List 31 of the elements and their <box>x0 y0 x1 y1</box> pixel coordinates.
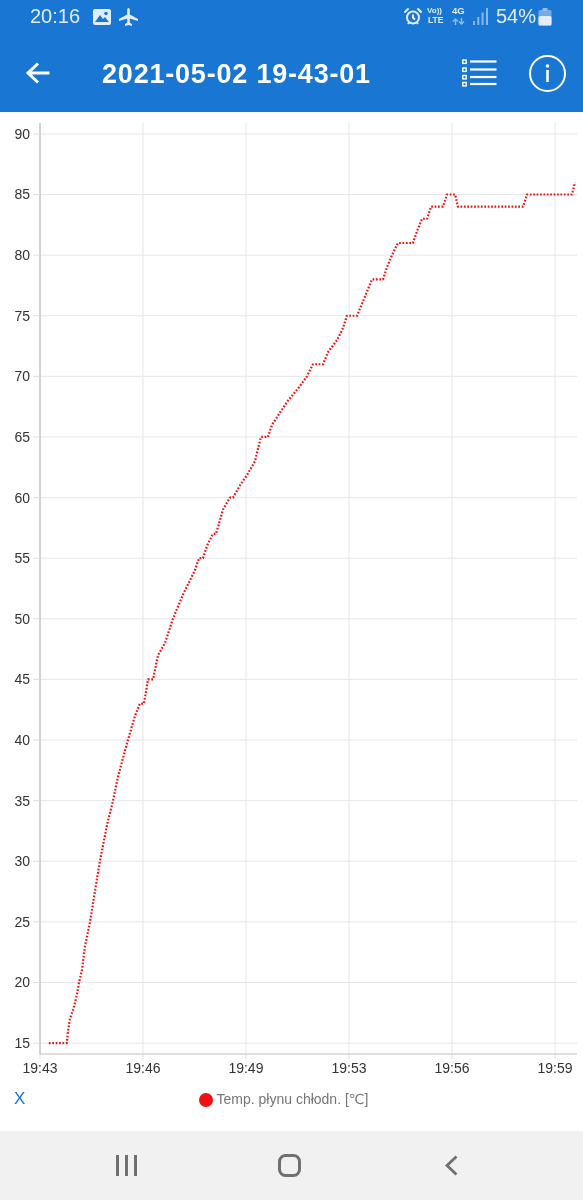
y-tick-label: 40 <box>14 732 31 748</box>
x-tick-label: 19:49 <box>228 1059 264 1076</box>
y-tick-label: 20 <box>14 974 31 991</box>
chart-title: 2021-05-02 19-43-01 <box>102 58 371 90</box>
legend-label: Temp. płynu chłodn. [℃] <box>216 1091 369 1107</box>
y-tick-label: 60 <box>14 489 31 506</box>
text: Vo)) <box>427 6 442 15</box>
y-tick-label: 25 <box>14 913 31 930</box>
text: LTE <box>428 15 444 25</box>
y-tick-label: 15 <box>14 1035 31 1052</box>
x-tick-label: 19:59 <box>537 1059 573 1076</box>
y-tick-label: 55 <box>14 550 31 567</box>
line-series <box>47 181 577 1045</box>
y-tick-label: 45 <box>14 671 31 688</box>
y-tick-label: 50 <box>14 610 31 627</box>
text: 54% <box>496 5 537 28</box>
y-tick-label: 65 <box>14 428 31 445</box>
y-tick-label: 80 <box>14 247 31 264</box>
x-tick-label: 19:56 <box>434 1059 470 1076</box>
y-tick-label: 85 <box>14 186 31 203</box>
text: X <box>14 1089 26 1109</box>
y-tick-label: 35 <box>14 792 31 809</box>
y-tick-label: 70 <box>14 368 31 385</box>
x-tick-label: 19:46 <box>125 1059 161 1076</box>
y-tick-label: 75 <box>14 307 31 324</box>
x-tick-label: 19:53 <box>331 1059 367 1076</box>
y-tick-label: 90 <box>14 125 31 142</box>
text: 20:16 <box>30 5 81 28</box>
x-tick-label: 19:43 <box>22 1059 58 1076</box>
text: 4G <box>452 5 465 16</box>
y-tick-label: 30 <box>14 853 31 870</box>
